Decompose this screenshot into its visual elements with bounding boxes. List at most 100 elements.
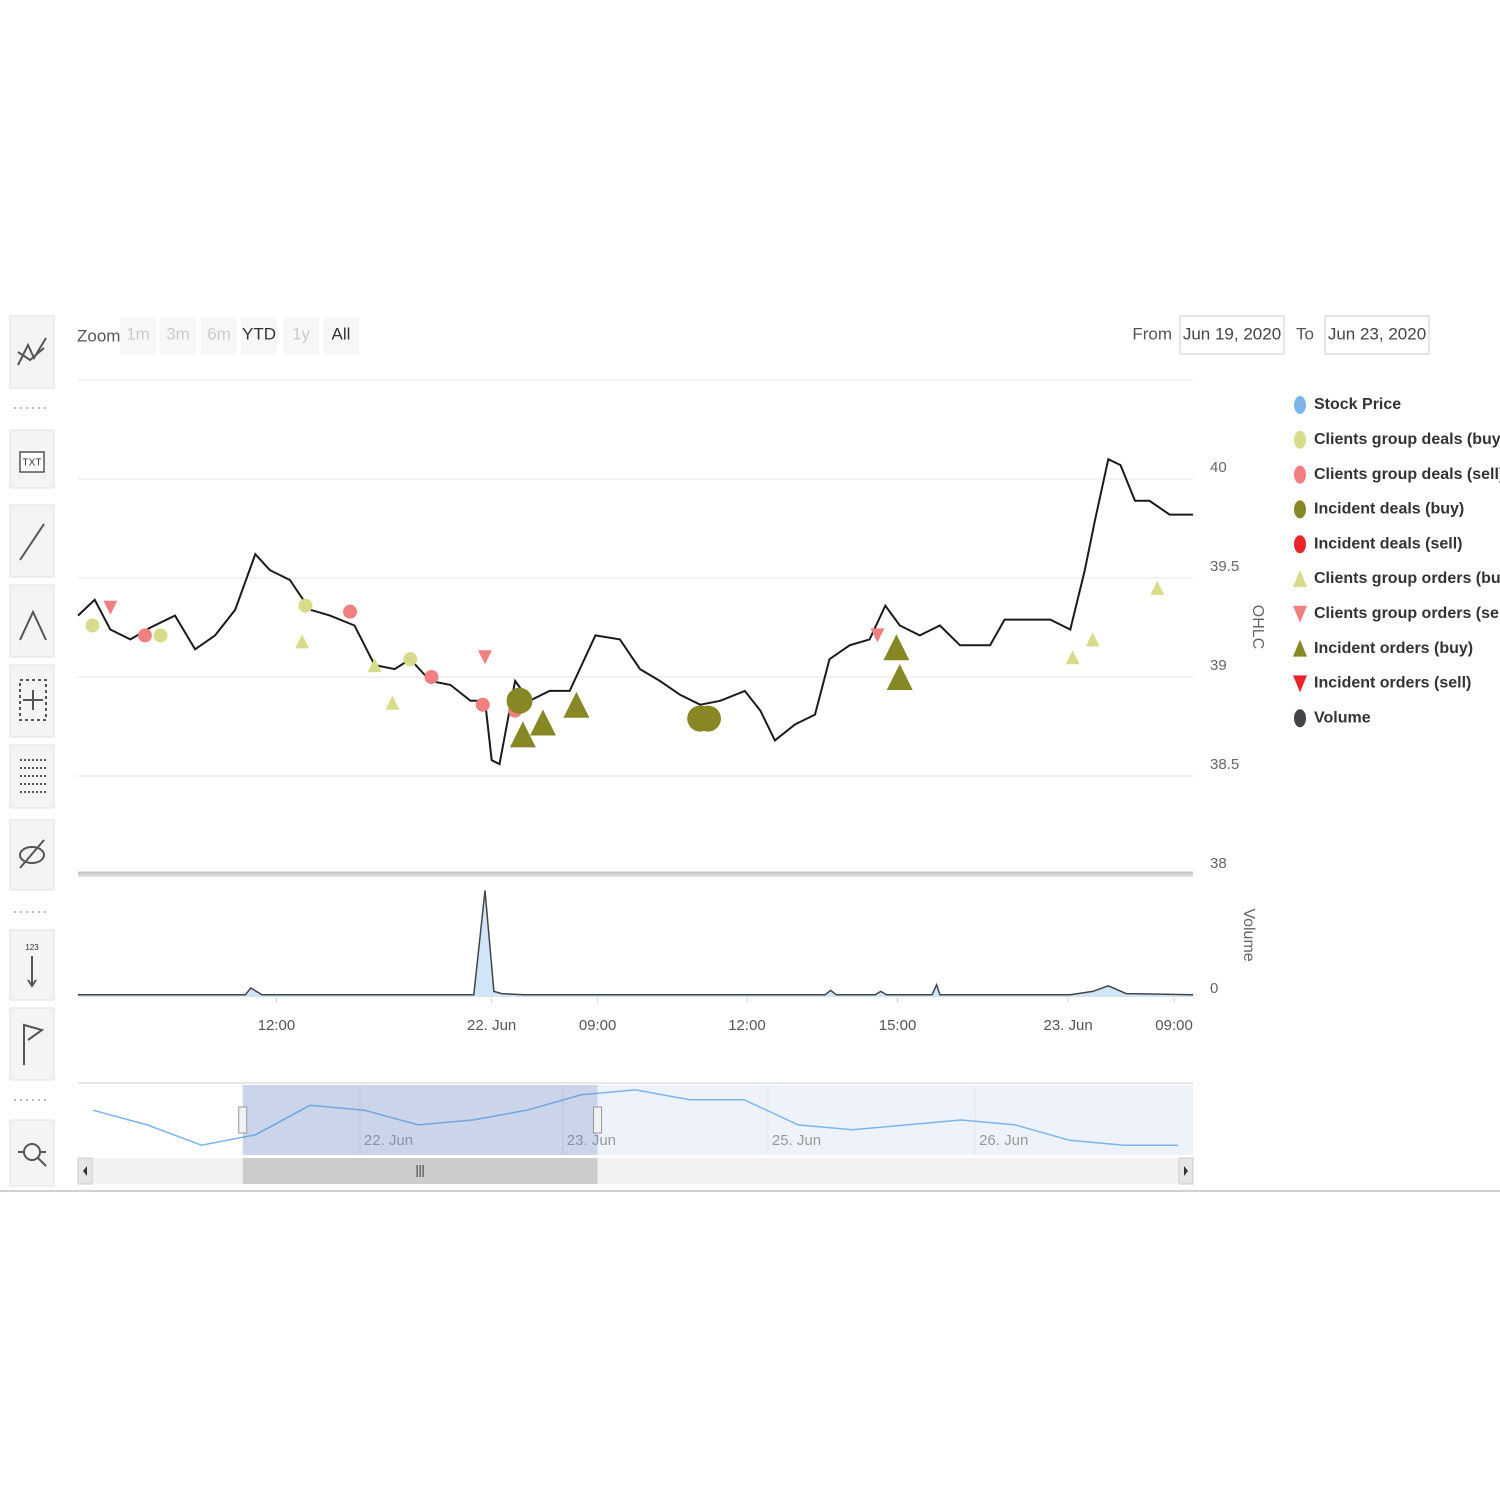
legend-label[interactable]: Incident deals (sell)	[1314, 535, 1462, 552]
legend-label[interactable]: Incident orders (sell)	[1314, 675, 1471, 692]
marker	[343, 604, 358, 619]
marker	[477, 650, 492, 665]
tool-pattern[interactable]	[9, 584, 55, 658]
legend-marker[interactable]	[1293, 639, 1307, 657]
navigator-handle[interactable]	[593, 1106, 603, 1134]
icon	[27, 956, 37, 988]
legend-marker[interactable]	[1294, 500, 1306, 519]
navigator-mask	[597, 1085, 1193, 1155]
to-date: Jun 23, 2020	[1328, 324, 1426, 343]
icon	[19, 523, 45, 561]
icon	[23, 1023, 45, 1065]
navigator-tick-label: 22. Jun	[364, 1132, 413, 1149]
scrollbar-arrow	[1184, 1166, 1188, 1176]
x-tick-label: 12:00	[728, 1017, 766, 1034]
navigator-handle[interactable]	[238, 1106, 248, 1134]
legend-label[interactable]: Clients group orders (buy)	[1314, 570, 1500, 587]
from-label: From	[1132, 324, 1172, 343]
icon	[19, 451, 45, 473]
x-tick-label: 23. Jun	[1044, 1017, 1093, 1034]
marker	[367, 658, 382, 673]
marker	[870, 628, 885, 643]
zoom-button-label: 3m	[166, 324, 190, 343]
navigator-line	[92, 1089, 1178, 1146]
marker	[1065, 650, 1080, 665]
zoom-label: Zoom	[77, 326, 120, 345]
icon	[19, 609, 47, 641]
marker	[886, 664, 913, 690]
navigator-tick-label: 26. Jun	[979, 1132, 1028, 1149]
marker	[1150, 580, 1165, 595]
zoom-button	[120, 318, 156, 354]
zoom-button	[160, 318, 196, 354]
marker	[694, 705, 721, 732]
legend-label[interactable]: Clients group orders (sell)	[1314, 605, 1500, 622]
zoom-button-label: YTD	[242, 324, 276, 343]
icon-label: 123	[25, 943, 39, 952]
icon	[20, 759, 46, 793]
legend-label[interactable]: Clients group deals (sell)	[1314, 466, 1500, 483]
marker	[563, 691, 590, 718]
marker	[385, 695, 400, 710]
volume-area	[78, 890, 1193, 997]
legend-label[interactable]: Volume	[1314, 709, 1371, 726]
marker	[506, 687, 533, 714]
legend-marker[interactable]	[1294, 535, 1306, 554]
y-tick-label: 40	[1210, 459, 1227, 476]
marker	[103, 600, 118, 615]
marker	[298, 598, 313, 613]
marker	[509, 721, 536, 748]
y-tick-label: 38.5	[1210, 756, 1239, 773]
zoom-button-label: 1y	[292, 324, 310, 343]
legend-label[interactable]: Incident deals (buy)	[1314, 501, 1464, 518]
x-tick-label: 09:00	[579, 1017, 617, 1034]
legend-marker[interactable]	[1294, 465, 1306, 484]
marker	[295, 634, 310, 649]
tool-flag[interactable]	[9, 1007, 55, 1081]
icon	[23, 690, 43, 710]
legend-marker[interactable]	[1293, 605, 1307, 623]
legend-label[interactable]: Incident orders (buy)	[1314, 640, 1473, 657]
y-tick-label: 39	[1210, 657, 1227, 674]
zoom-button[interactable]	[323, 318, 359, 354]
legend-marker[interactable]	[1294, 396, 1306, 414]
navigator-selection[interactable]	[242, 1085, 598, 1155]
toolbar: TXT 123	[9, 315, 55, 1187]
icon-label: TXT	[23, 458, 42, 469]
navigator-tick-label: 23. Jun	[567, 1132, 616, 1149]
legend-label[interactable]: Stock Price	[1314, 396, 1401, 413]
from-input[interactable]	[1179, 315, 1285, 355]
zoom-button-label: 1m	[126, 324, 150, 343]
marker	[85, 618, 100, 633]
marker	[403, 652, 418, 667]
volume-line	[78, 890, 1194, 996]
tool-zoom[interactable]	[9, 1119, 55, 1187]
legend-marker[interactable]	[1293, 675, 1307, 693]
x-tick-label: 09:00	[1155, 1017, 1193, 1034]
marker	[424, 670, 439, 684]
zoom-button[interactable]	[241, 318, 277, 354]
zoom-button	[283, 318, 319, 354]
x-tick-label: 22. Jun	[467, 1017, 516, 1034]
zoom-button	[201, 318, 237, 354]
marker	[475, 697, 490, 712]
marker	[137, 628, 152, 643]
to-input[interactable]	[1324, 315, 1430, 355]
y2-axis-title: Volume	[1240, 908, 1257, 961]
to-label: To	[1296, 324, 1314, 343]
icon	[17, 337, 47, 366]
icon	[19, 679, 47, 721]
from-date: Jun 19, 2020	[1183, 324, 1281, 343]
legend-marker[interactable]	[1294, 430, 1306, 449]
marker	[883, 634, 910, 661]
price-line	[77, 457, 1193, 766]
legend-marker[interactable]	[1294, 709, 1306, 728]
legend-marker[interactable]	[1293, 570, 1307, 587]
navigator-tick-label: 25. Jun	[772, 1132, 821, 1149]
marker	[529, 709, 556, 736]
marker	[153, 628, 168, 643]
legend-label[interactable]: Clients group deals (buy)	[1314, 431, 1500, 448]
y-tick-label: 38	[1210, 855, 1227, 872]
scrollbar-arrow	[83, 1166, 87, 1176]
